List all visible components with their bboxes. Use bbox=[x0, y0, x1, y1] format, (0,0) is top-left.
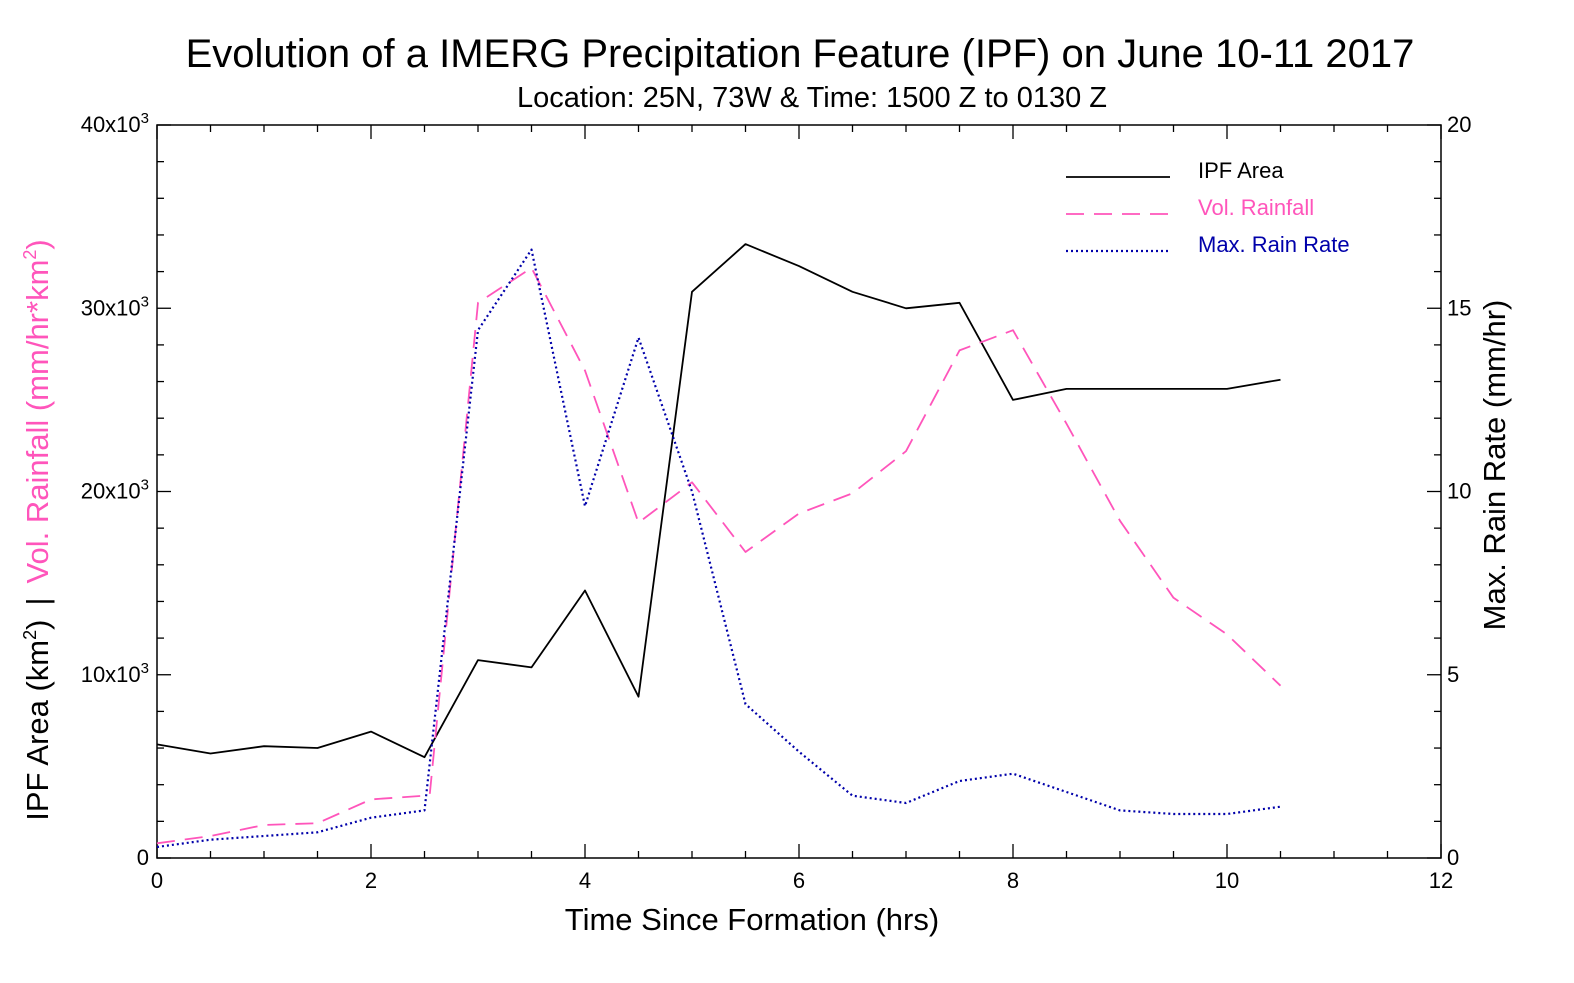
left-axis-title-rainfall: Vol. Rainfall (mm/hr*km bbox=[20, 260, 55, 584]
chart-title: Evolution of a IMERG Precipitation Featu… bbox=[186, 32, 1415, 76]
svg-text:IPF Area (km2)|Vol. Rainfall (: IPF Area (km2)|Vol. Rainfall (mm/hr*km2) bbox=[20, 239, 55, 820]
tick-labels: 0 2 4 6 8 10 12010x10320x10330x10340x103051015… bbox=[81, 110, 1472, 893]
x-tick-label: 12 bbox=[1429, 868, 1453, 893]
series-line-max-rain-rate bbox=[156, 248, 1281, 849]
left-axis-title-area-sup: 2 bbox=[20, 630, 40, 640]
y-left-tick-label: 0 bbox=[137, 845, 149, 870]
y-left-tick-label: 10x103 bbox=[81, 660, 149, 687]
x-tick-label: 4 bbox=[579, 868, 591, 893]
right-axis-title: Max. Rain Rate (mm/hr) bbox=[1477, 300, 1512, 631]
chart-subtitle: Location: 25N, 73W & Time: 1500 Z to 013… bbox=[517, 82, 1107, 114]
legend: IPF Area Vol. Rainfall Max. Rain Rate bbox=[1066, 158, 1350, 257]
legend-label: Max. Rain Rate bbox=[1198, 232, 1350, 257]
x-axis-title: Time Since Formation (hrs) bbox=[565, 902, 939, 937]
series-layer bbox=[156, 243, 1282, 849]
x-tick-label: 6 bbox=[793, 868, 805, 893]
x-tick-label: 8 bbox=[1007, 868, 1019, 893]
y-left-tick-label: 20x103 bbox=[81, 477, 149, 504]
legend-label: Vol. Rainfall bbox=[1198, 195, 1314, 220]
y-right-tick-label: 15 bbox=[1447, 295, 1471, 320]
x-tick-label: 2 bbox=[365, 868, 377, 893]
y-left-tick-label: 40x103 bbox=[81, 110, 149, 137]
axis-ticks bbox=[156, 124, 1442, 859]
x-tick-label: 0 bbox=[151, 868, 163, 893]
left-axis-title-rainfall-close: ) bbox=[20, 239, 55, 249]
left-axis-title-rainfall-sup: 2 bbox=[20, 250, 40, 260]
x-tick-label: 10 bbox=[1215, 868, 1239, 893]
left-axis-title-area: IPF Area (km bbox=[20, 640, 55, 821]
y-right-tick-label: 0 bbox=[1447, 845, 1459, 870]
y-right-tick-label: 20 bbox=[1447, 112, 1471, 137]
left-axis-title-area-close: ) bbox=[20, 620, 55, 630]
series-line-ipf-area bbox=[156, 243, 1281, 759]
left-axis-title-separator: | bbox=[20, 597, 55, 605]
left-axis-title: IPF Area (km2)|Vol. Rainfall (mm/hr*km2) bbox=[20, 239, 55, 820]
y-right-tick-label: 10 bbox=[1447, 479, 1471, 504]
y-left-tick-label: 30x103 bbox=[81, 293, 149, 320]
right-axis-title-text: Max. Rain Rate (mm/hr) bbox=[1477, 300, 1512, 631]
legend-label: IPF Area bbox=[1198, 158, 1284, 183]
series-line-vol-rainfall bbox=[156, 266, 1282, 845]
y-right-tick-label: 5 bbox=[1447, 662, 1459, 687]
